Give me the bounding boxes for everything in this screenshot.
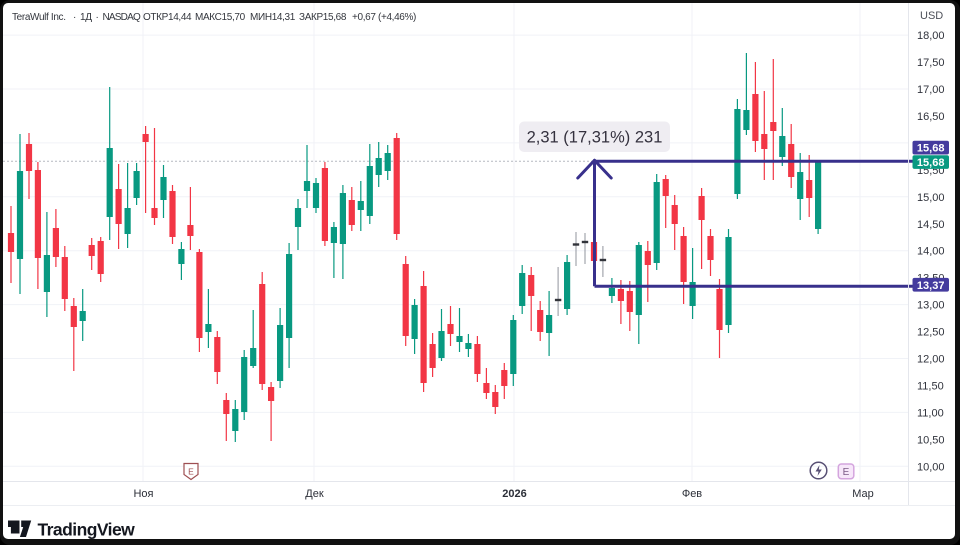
svg-text:15,00: 15,00 bbox=[917, 192, 945, 204]
svg-text:Дек: Дек bbox=[305, 488, 324, 500]
svg-text:14,50: 14,50 bbox=[917, 219, 945, 231]
svg-text:17,00: 17,00 bbox=[917, 84, 945, 96]
svg-text:Ноя: Ноя bbox=[133, 488, 153, 500]
svg-text:TradingView: TradingView bbox=[38, 520, 136, 540]
svg-text:15,68: 15,68 bbox=[917, 157, 945, 169]
svg-text:17,50: 17,50 bbox=[917, 57, 945, 69]
svg-text:14,00: 14,00 bbox=[917, 246, 945, 258]
svg-text:18,00: 18,00 bbox=[917, 30, 945, 42]
svg-text:13,00: 13,00 bbox=[917, 300, 945, 312]
svg-text:15,68: 15,68 bbox=[917, 143, 945, 155]
svg-text:E: E bbox=[188, 467, 194, 477]
svg-text:11,00: 11,00 bbox=[917, 407, 944, 419]
svg-text:2026: 2026 bbox=[502, 488, 526, 500]
svg-text:USD: USD bbox=[920, 10, 943, 22]
svg-text:2,31 (17,31%) 231: 2,31 (17,31%) 231 bbox=[527, 129, 663, 147]
svg-text:10,00: 10,00 bbox=[917, 461, 945, 473]
svg-text:10,50: 10,50 bbox=[917, 434, 945, 446]
svg-text:12,50: 12,50 bbox=[917, 327, 945, 339]
svg-text:Фев: Фев bbox=[682, 488, 702, 500]
svg-text:Мар: Мар bbox=[852, 488, 874, 500]
svg-text:E: E bbox=[843, 467, 850, 478]
svg-text:11,50: 11,50 bbox=[917, 380, 944, 392]
svg-text:16,50: 16,50 bbox=[917, 111, 945, 123]
svg-text:13,37: 13,37 bbox=[917, 280, 945, 292]
svg-text:12,00: 12,00 bbox=[917, 354, 945, 366]
